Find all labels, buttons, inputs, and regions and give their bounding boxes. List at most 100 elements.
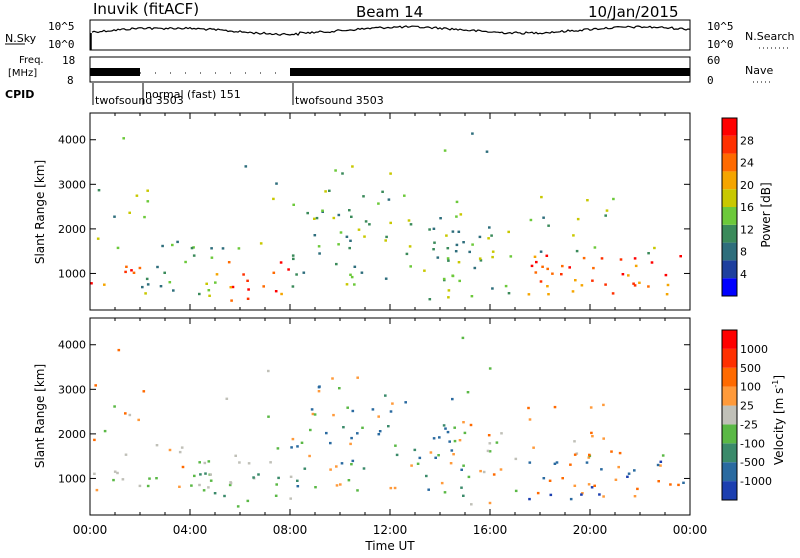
heatmap-cell (116, 246, 120, 250)
heatmap-cell (215, 273, 219, 276)
heatmap-cell (161, 244, 164, 248)
heatmap-cell (633, 284, 637, 287)
heatmap-cell (132, 271, 136, 274)
heatmap-cell (377, 433, 381, 436)
heatmap-cell (389, 410, 393, 413)
heatmap-cell (666, 283, 670, 287)
heatmap-cell (479, 469, 482, 473)
heatmap-cell (573, 453, 577, 456)
power-colorbar: 28 24 20 16 12 8 4 (721, 117, 754, 297)
heatmap-cell (351, 165, 354, 168)
heatmap-cell (349, 442, 352, 446)
heatmap-cell (507, 292, 511, 295)
colorbar-tick-label: 25 (740, 400, 754, 413)
heatmap-cell (679, 255, 682, 258)
heatmap-cell (470, 503, 473, 506)
power-panel-frame (89, 112, 691, 311)
heatmap-cell (491, 287, 494, 290)
heatmap-cell (350, 436, 353, 440)
heatmap-cell (318, 252, 321, 255)
heatmap-cell (145, 277, 149, 281)
heatmap-cell (404, 401, 407, 404)
heatmap-cell (669, 483, 672, 486)
noise-left-tick-bottom: 10^0 (48, 38, 75, 51)
heatmap-cell (122, 137, 125, 140)
heatmap-cell (657, 480, 660, 483)
heatmap-cell (665, 293, 669, 296)
heatmap-cell (247, 462, 251, 465)
heatmap-cell (303, 467, 307, 470)
heatmap-cell (448, 440, 451, 443)
heatmap-cell (199, 473, 202, 476)
heatmap-cell (647, 252, 650, 255)
heatmap-cell (633, 257, 637, 260)
heatmap-cell (614, 478, 618, 481)
colorbar-swatch (722, 462, 737, 482)
noise-trace-line (91, 25, 691, 37)
heatmap-cell (447, 289, 451, 292)
heatmap-cell (97, 189, 101, 192)
heatmap-cell (393, 486, 397, 490)
heatmap-cell (434, 456, 437, 459)
velocity-axis-ticks: 1000 2000 3000 4000 (58, 318, 691, 515)
colorbar-tick-label: 1000 (740, 343, 768, 356)
heatmap-cell (274, 494, 278, 497)
heatmap-cell (449, 462, 453, 465)
colorbar-frame (721, 329, 738, 501)
heatmap-cell (447, 259, 450, 262)
heatmap-cell (428, 298, 432, 301)
colorbar-swatch (722, 481, 737, 500)
heatmap-cell (442, 277, 446, 281)
heatmap-cell (146, 484, 150, 488)
cpid-mode-label-2: twofsound 3503 (295, 94, 384, 107)
heatmap-cell (627, 472, 631, 475)
x-tick-label: 20:00 (573, 523, 608, 537)
heatmap-cell (342, 426, 345, 429)
heatmap-cell (363, 235, 366, 238)
heatmap-cell (213, 492, 217, 495)
heatmap-cell (328, 189, 331, 192)
heatmap-cell (416, 462, 420, 465)
heatmap-cell (223, 494, 226, 498)
heatmap-cell (621, 273, 625, 276)
heatmap-cell (455, 215, 458, 218)
heatmap-cell (287, 268, 290, 271)
freq-bar-1 (290, 68, 690, 76)
heatmap-cell (315, 216, 319, 220)
heatmap-cell (349, 273, 352, 276)
heatmap-cell (574, 279, 577, 282)
heatmap-cell (581, 492, 584, 495)
heatmap-cell (394, 444, 397, 447)
heatmap-cell (572, 234, 575, 237)
y-tick-label: 4000 (58, 134, 86, 147)
heatmap-cell (237, 247, 241, 250)
heatmap-cell (451, 274, 454, 277)
heatmap-cell (163, 271, 166, 274)
power-y-label: Slant Range [km] (33, 160, 47, 264)
colorbar-swatch (722, 330, 737, 349)
heatmap-cell (385, 235, 388, 239)
y-tick-label: 2000 (58, 428, 86, 441)
heatmap-cell (542, 477, 546, 480)
heatmap-cell (575, 249, 579, 253)
heatmap-cell (407, 219, 411, 222)
heatmap-cell (590, 486, 594, 489)
heatmap-cell (360, 271, 364, 274)
heatmap-cell (661, 454, 665, 457)
heatmap-cell (252, 476, 255, 479)
heatmap-cell (384, 239, 387, 242)
colorbar-swatch (722, 386, 737, 406)
heatmap-cell (387, 198, 391, 201)
heatmap-cell (275, 483, 278, 486)
heatmap-cell (313, 234, 317, 237)
heatmap-cell (341, 172, 344, 175)
heatmap-cell (553, 462, 557, 465)
heatmap-cell (428, 228, 431, 231)
colorbar-tick-label: 4 (740, 268, 747, 281)
heatmap-cell (135, 194, 139, 197)
heatmap-cell (626, 475, 629, 478)
heatmap-cell (514, 489, 518, 493)
heatmap-cell (325, 431, 328, 435)
heatmap-cell (453, 426, 456, 429)
